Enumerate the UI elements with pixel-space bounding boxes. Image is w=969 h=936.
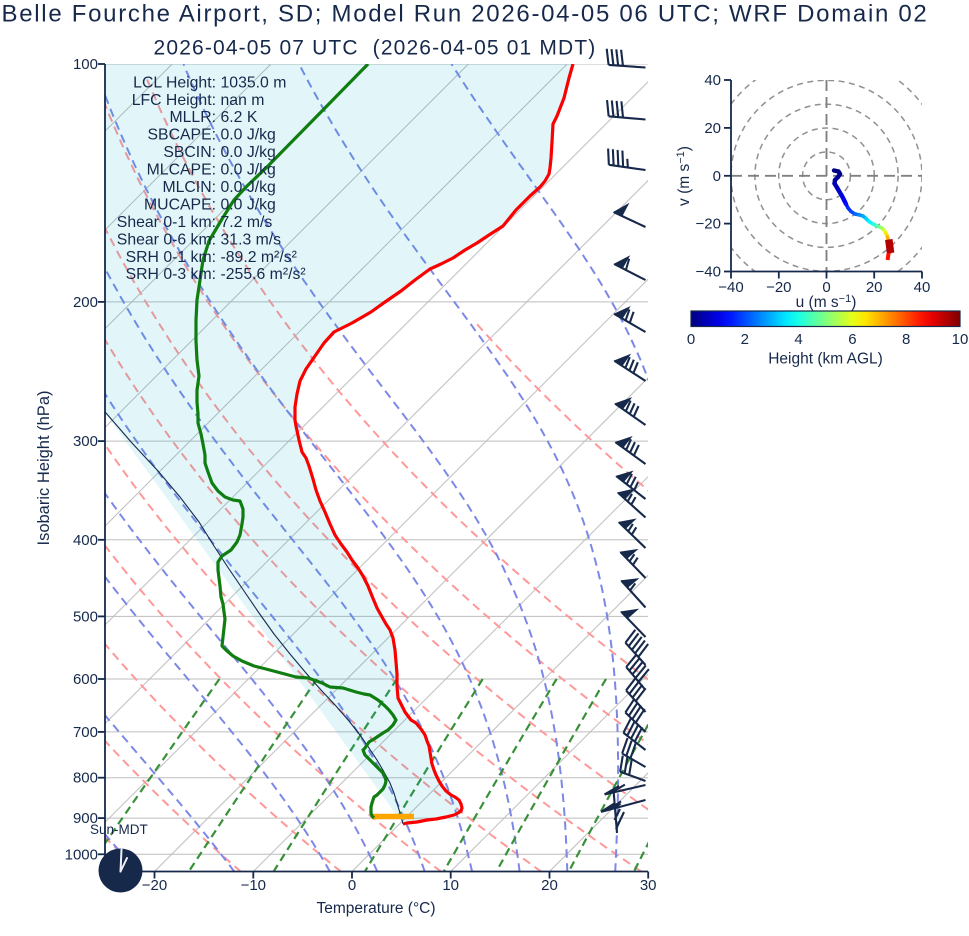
svg-text:Belle Fourche Airport, SD; Mod: Belle Fourche Airport, SD; Model Run 202… <box>2 1 929 28</box>
svg-text:−40: −40 <box>718 279 743 296</box>
svg-text:30: 30 <box>640 877 657 894</box>
svg-text:1035.0 m: 1035.0 m <box>221 74 287 91</box>
svg-text:SBCIN:: SBCIN: <box>163 144 216 161</box>
svg-text:-255.6 m²/s²: -255.6 m²/s² <box>221 266 306 283</box>
svg-text:−20: −20 <box>766 279 791 296</box>
svg-text:1000: 1000 <box>65 846 98 863</box>
svg-text:2: 2 <box>741 331 749 348</box>
svg-text:SRH 0-3 km:: SRH 0-3 km: <box>126 266 216 283</box>
svg-text:Sun-MDT: Sun-MDT <box>90 822 148 837</box>
svg-text:0.0 J/kg: 0.0 J/kg <box>221 127 276 144</box>
svg-text:LCL Height:: LCL Height: <box>133 74 216 91</box>
svg-text:20: 20 <box>704 120 721 137</box>
svg-text:500: 500 <box>73 608 98 625</box>
svg-text:-89.2 m²/s²: -89.2 m²/s² <box>221 249 297 266</box>
svg-text:Height (km AGL): Height (km AGL) <box>768 351 883 368</box>
svg-text:20: 20 <box>866 279 883 296</box>
svg-text:LFC Height:: LFC Height: <box>132 92 216 109</box>
svg-text:0.0 J/kg: 0.0 J/kg <box>221 196 276 213</box>
svg-text:MLLR:: MLLR: <box>169 109 216 126</box>
svg-text:200: 200 <box>73 294 98 311</box>
svg-text:2026-04-05 07 UTC (2026-04-05: 2026-04-05 07 UTC (2026-04-05 01 MDT) <box>154 37 597 60</box>
svg-text:0.0 J/kg: 0.0 J/kg <box>221 179 276 196</box>
svg-text:100: 100 <box>73 56 98 73</box>
svg-text:MUCAPE:: MUCAPE: <box>144 196 216 213</box>
svg-text:0: 0 <box>687 331 695 348</box>
svg-text:Shear 0-1 km:: Shear 0-1 km: <box>117 214 216 231</box>
svg-text:4: 4 <box>794 331 802 348</box>
svg-text:0: 0 <box>348 877 356 894</box>
svg-text:SBCAPE:: SBCAPE: <box>148 127 216 144</box>
svg-text:MLCAPE:: MLCAPE: <box>147 162 216 179</box>
svg-text:40: 40 <box>914 279 931 296</box>
svg-text:−40: −40 <box>696 264 721 281</box>
svg-text:Shear 0-6 km:: Shear 0-6 km: <box>117 231 216 248</box>
svg-text:6.2 K: 6.2 K <box>221 109 258 126</box>
svg-text:400: 400 <box>73 532 98 549</box>
svg-text:−20: −20 <box>142 877 167 894</box>
svg-text:0.0 J/kg: 0.0 J/kg <box>221 144 276 161</box>
svg-text:31.3 m/s: 31.3 m/s <box>221 231 282 248</box>
svg-text:MLCIN:: MLCIN: <box>162 179 216 196</box>
svg-text:20: 20 <box>541 877 558 894</box>
svg-text:10: 10 <box>952 331 969 348</box>
svg-text:SRH 0-1 km:: SRH 0-1 km: <box>126 249 216 266</box>
svg-text:Temperature (°C): Temperature (°C) <box>316 900 435 917</box>
svg-text:0: 0 <box>822 279 830 296</box>
svg-text:40: 40 <box>704 72 721 89</box>
svg-text:nan m: nan m <box>221 92 265 109</box>
svg-text:0: 0 <box>713 168 721 185</box>
svg-text:8: 8 <box>902 331 910 348</box>
svg-text:6: 6 <box>848 331 856 348</box>
svg-text:Isobaric Height (hPa): Isobaric Height (hPa) <box>35 391 53 546</box>
svg-text:300: 300 <box>73 433 98 450</box>
svg-text:−20: −20 <box>696 216 721 233</box>
svg-text:0.0 J/kg: 0.0 J/kg <box>221 162 276 179</box>
svg-text:800: 800 <box>73 770 98 787</box>
svg-text:900: 900 <box>73 810 98 827</box>
svg-text:600: 600 <box>73 671 98 688</box>
svg-text:700: 700 <box>73 724 98 741</box>
svg-text:10: 10 <box>442 877 459 894</box>
svg-text:−10: −10 <box>241 877 266 894</box>
svg-text:7.2 m/s: 7.2 m/s <box>221 214 273 231</box>
